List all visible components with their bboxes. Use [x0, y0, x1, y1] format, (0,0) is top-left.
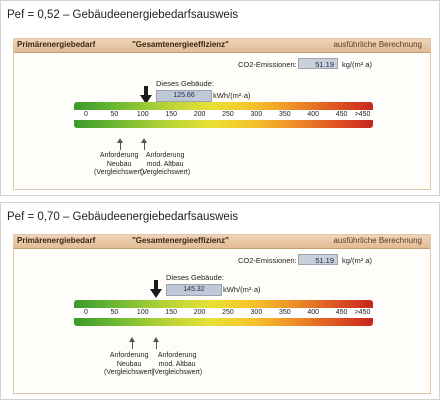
co2-label: CO2-Emissionen:: [238, 60, 297, 69]
co2-unit: kg/(m² a): [342, 256, 372, 265]
energy-certificate-panel-1: Pef = 0,52 – Gebäudeenergiebedarfsauswei…: [0, 0, 440, 196]
scale-tick: 100: [136, 309, 149, 316]
header-center-title: "Gesamtenergieeffizienz": [132, 40, 229, 49]
requirement-line: Anforderung: [99, 152, 139, 159]
building-value: 145.32: [166, 284, 222, 296]
panel-caption: Pef = 0,70 – Gebäudeenergiebedarfsauswei…: [7, 211, 239, 223]
requirement-line: Neubau: [106, 160, 132, 168]
scale-tick: 400: [307, 309, 320, 316]
scale-tick: 250: [222, 309, 234, 316]
requirement-line: (Vergleichswert): [104, 369, 155, 376]
scale-tick: 450: [335, 111, 348, 118]
scale-tick: >450: [354, 111, 371, 118]
requirement-line: mod. Altbau: [146, 160, 184, 168]
up-arrow-icon: [129, 337, 135, 349]
requirement-new-build: Anforderung Neubau (Vergleichswert): [94, 152, 144, 178]
up-arrow-icon: [117, 138, 123, 150]
energy-scale-bar: 0 50 100 150 200 250 300 350 400 450 >45…: [74, 102, 373, 128]
requirement-line: Anforderung: [157, 352, 197, 359]
panel-caption: Pef = 0,52 – Gebäudeenergiebedarfsauswei…: [7, 9, 239, 21]
requirement-new-build: Anforderung Neubau (Vergleichswert): [104, 352, 154, 378]
building-unit: kWh/(m²·a): [223, 285, 261, 294]
header-left-title: Primärenergiebedarf: [17, 236, 96, 245]
certificate-header: Primärenergiebedarf "Gesamtenergieeffizi…: [14, 39, 430, 53]
requirement-line: (Vergleichswert): [152, 369, 203, 376]
certificate-header: Primärenergiebedarf "Gesamtenergieeffizi…: [14, 235, 430, 249]
requirement-line: (Vergleichswert): [94, 169, 145, 176]
scale-tick: 0: [84, 111, 88, 118]
scale-tick: 450: [335, 309, 348, 316]
scale-tick: 400: [307, 111, 320, 118]
co2-value: 51.19: [298, 254, 338, 265]
header-center-title: "Gesamtenergieeffizienz": [132, 236, 229, 245]
scale-tick: 50: [110, 111, 119, 118]
requirement-mod-altbau: Anforderung mod. Altbau (Vergleichswert): [152, 352, 202, 378]
certificate-card: Primärenergiebedarf "Gesamtenergieeffizi…: [13, 234, 431, 394]
energy-certificate-panel-2: Pef = 0,70 – Gebäudeenergiebedarfsauswei…: [0, 202, 440, 400]
scale-tick: 300: [250, 111, 263, 118]
building-label: Dieses Gebäude:: [156, 79, 214, 88]
requirement-mod-altbau: Anforderung mod. Altbau (Vergleichswert): [140, 152, 190, 178]
scale-tick: 200: [193, 309, 206, 316]
requirement-line: mod. Altbau: [158, 360, 196, 368]
scale-tick: 350: [278, 309, 291, 316]
building-value: 125.66: [156, 90, 212, 102]
up-arrow-icon: [141, 138, 147, 150]
scale-tick: 150: [165, 309, 178, 316]
header-right-title: ausführliche Berechnung: [333, 236, 422, 245]
requirement-line: Anforderung: [145, 152, 185, 159]
certificate-card: Primärenergiebedarf "Gesamtenergieeffizi…: [13, 38, 431, 190]
header-left-title: Primärenergiebedarf: [17, 40, 96, 49]
scale-tick: 0: [84, 309, 88, 316]
requirement-line: Anforderung: [109, 352, 149, 359]
down-arrow-icon: [140, 86, 152, 104]
scale-tick: 200: [193, 111, 206, 118]
co2-value: 51.19: [298, 58, 338, 69]
co2-label: CO2-Emissionen:: [238, 256, 297, 265]
co2-unit: kg/(m² a): [342, 60, 372, 69]
building-unit: kWh/(m²·a): [213, 91, 251, 100]
scale-tick: 350: [278, 111, 291, 118]
building-label: Dieses Gebäude:: [166, 273, 224, 282]
scale-tick: 300: [250, 309, 263, 316]
scale-tick: 150: [165, 111, 178, 118]
requirement-line: Neubau: [116, 360, 142, 368]
scale-tick: 50: [110, 309, 119, 316]
scale-tick-strip: 0 50 100 150 200 250 300 350 400 450 >45…: [74, 110, 373, 120]
scale-tick: 250: [222, 111, 234, 118]
scale-tick: 100: [136, 111, 149, 118]
energy-scale-bar: 0 50 100 150 200 250 300 350 400 450 >45…: [74, 300, 373, 326]
scale-tick: >450: [354, 309, 371, 316]
requirement-line: (Vergleichswert): [140, 169, 191, 176]
header-right-title: ausführliche Berechnung: [333, 40, 422, 49]
down-arrow-icon: [150, 280, 162, 298]
up-arrow-icon: [153, 337, 159, 349]
scale-tick-strip: 0 50 100 150 200 250 300 350 400 450 >45…: [74, 308, 373, 318]
